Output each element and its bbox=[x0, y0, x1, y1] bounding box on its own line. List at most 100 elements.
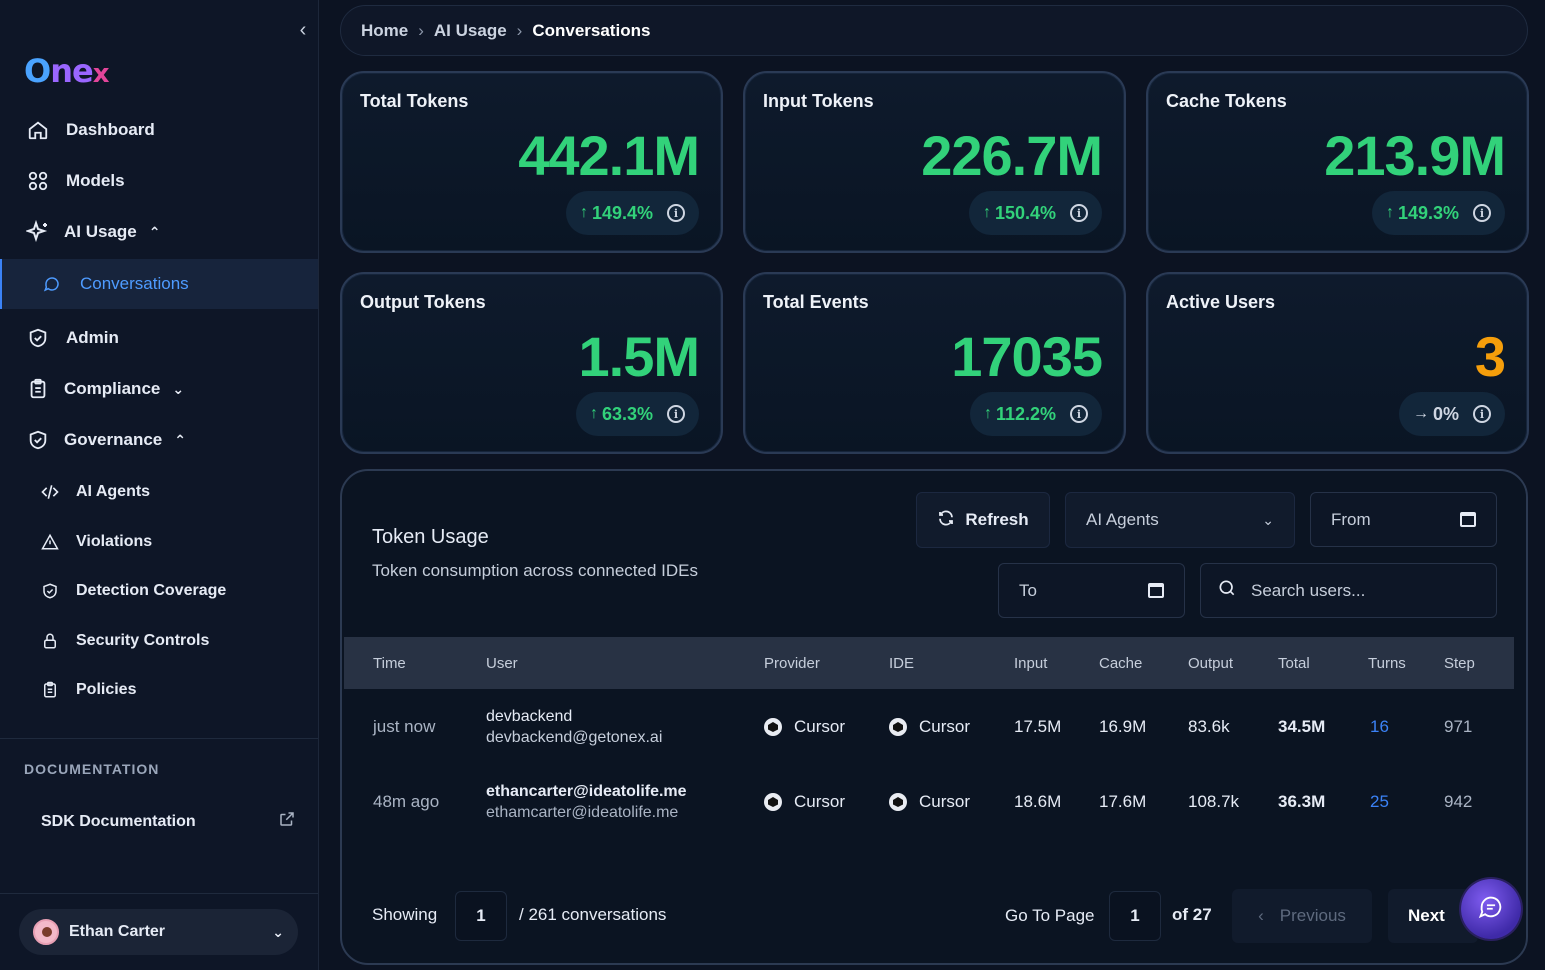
sidebar-item-security-controls[interactable]: Security Controls bbox=[0, 619, 318, 663]
stat-label: Cache Tokens bbox=[1166, 91, 1287, 111]
info-icon[interactable]: i bbox=[1070, 405, 1088, 423]
sidebar-item-compliance[interactable]: Compliance ⌄ bbox=[0, 367, 318, 411]
sidebar-item-label: Violations bbox=[76, 533, 153, 550]
sidebar-item-dashboard[interactable]: Dashboard bbox=[0, 108, 318, 152]
cell-output: 108.7k bbox=[1188, 792, 1240, 811]
cell-cache: 16.9M bbox=[1099, 717, 1147, 736]
cell-turns-link[interactable]: 16 bbox=[1370, 717, 1389, 736]
shield-check-icon bbox=[26, 428, 50, 452]
stat-delta-badge: ↑ 149.3% i bbox=[1371, 191, 1505, 235]
info-icon[interactable]: i bbox=[667, 204, 685, 222]
sidebar-item-admin[interactable]: Admin bbox=[0, 316, 318, 360]
to-date-field[interactable]: To bbox=[998, 563, 1185, 618]
provider-name: Cursor bbox=[794, 792, 846, 811]
cursor-logo-icon bbox=[764, 718, 782, 736]
sidebar-divider bbox=[0, 893, 318, 894]
table-row[interactable]: 48m ago ethancarter@ideatolife.me ethamc… bbox=[344, 765, 1514, 839]
sidebar-item-conversations[interactable]: Conversations bbox=[0, 259, 318, 309]
stat-delta: 150.4% bbox=[994, 202, 1056, 223]
column-header-time[interactable]: Time bbox=[373, 654, 406, 672]
column-header-turns[interactable]: Turns bbox=[1368, 654, 1406, 672]
breadcrumb-home[interactable]: Home bbox=[361, 20, 409, 40]
clipboard-icon bbox=[40, 680, 60, 700]
column-header-ide[interactable]: IDE bbox=[889, 654, 915, 672]
cursor-logo-icon bbox=[764, 793, 782, 811]
search-icon bbox=[1217, 578, 1237, 603]
sidebar-item-label: Detection Coverage bbox=[76, 582, 227, 599]
stat-value: 1.5M bbox=[578, 325, 700, 388]
column-header-step[interactable]: Step bbox=[1444, 654, 1475, 672]
stat-value: 226.7M bbox=[921, 124, 1103, 187]
sidebar-item-policies[interactable]: Policies bbox=[0, 668, 318, 712]
code-icon bbox=[40, 482, 60, 502]
shield-check-icon bbox=[40, 581, 60, 601]
collapse-sidebar-icon[interactable]: ‹ bbox=[299, 18, 307, 41]
shield-check-icon bbox=[26, 326, 50, 350]
chevron-down-icon: ⌄ bbox=[172, 380, 185, 397]
cell-input: 17.5M bbox=[1014, 717, 1062, 736]
from-date-field[interactable]: From bbox=[1310, 492, 1497, 547]
previous-button[interactable]: ‹ Previous bbox=[1232, 889, 1372, 943]
cell-user: devbackend devbackend@getonex.ai bbox=[486, 690, 662, 764]
sidebar: ‹ Onex Dashboard Models AI Usage ⌃ Conve… bbox=[0, 0, 319, 970]
column-header-provider[interactable]: Provider bbox=[764, 654, 820, 672]
sidebar-item-ai-usage[interactable]: AI Usage ⌃ bbox=[0, 210, 318, 254]
cell-turns-link[interactable]: 25 bbox=[1370, 792, 1389, 811]
avatar bbox=[33, 919, 59, 945]
from-date-placeholder: From bbox=[1331, 509, 1371, 529]
column-header-input[interactable]: Input bbox=[1014, 654, 1048, 672]
info-icon[interactable]: i bbox=[1473, 204, 1491, 222]
sdk-documentation-link[interactable]: SDK Documentation bbox=[41, 810, 296, 833]
column-header-output[interactable]: Output bbox=[1188, 654, 1234, 672]
stat-label: Input Tokens bbox=[763, 91, 874, 111]
sdk-documentation-label: SDK Documentation bbox=[41, 812, 196, 830]
stat-delta: 63.3% bbox=[601, 403, 653, 424]
sidebar-divider bbox=[0, 738, 318, 739]
chevron-up-icon: ⌃ bbox=[174, 431, 186, 448]
refresh-label: Refresh bbox=[965, 510, 1029, 529]
goto-page-input[interactable]: 1 bbox=[1109, 891, 1161, 941]
user-name: Ethan Carter bbox=[69, 923, 166, 940]
sidebar-item-detection-coverage[interactable]: Detection Coverage bbox=[0, 569, 318, 613]
column-header-total[interactable]: Total bbox=[1278, 654, 1310, 672]
chevron-down-icon: ⌄ bbox=[272, 923, 284, 940]
stat-label: Active Users bbox=[1166, 292, 1276, 312]
table-row[interactable]: just now devbackend devbackend@getonex.a… bbox=[344, 690, 1514, 764]
sparkles-icon bbox=[26, 220, 50, 244]
stat-delta: 149.4% bbox=[591, 202, 653, 223]
agent-select[interactable]: AI Agents ⌄ bbox=[1065, 492, 1295, 548]
search-placeholder: Search users... bbox=[1251, 580, 1366, 600]
sidebar-item-label: Security Controls bbox=[76, 632, 210, 649]
cell-input: 18.6M bbox=[1014, 792, 1062, 811]
sidebar-item-violations[interactable]: Violations bbox=[0, 520, 318, 564]
chevron-down-icon: ⌄ bbox=[1262, 511, 1274, 528]
stat-card-output-tokens: Output Tokens 1.5M ↑ 63.3% i bbox=[340, 272, 723, 454]
arrow-up-icon: ↑ bbox=[982, 204, 991, 221]
cell-total: 36.3M bbox=[1278, 792, 1326, 811]
sidebar-item-ai-agents[interactable]: AI Agents bbox=[0, 470, 318, 514]
column-header-cache[interactable]: Cache bbox=[1099, 654, 1143, 672]
info-icon[interactable]: i bbox=[1070, 204, 1088, 222]
cell-step: 971 bbox=[1444, 717, 1473, 736]
calendar-icon bbox=[1148, 583, 1164, 598]
sidebar-item-governance[interactable]: Governance ⌃ bbox=[0, 418, 318, 462]
stat-label: Total Events bbox=[763, 292, 869, 312]
search-input[interactable]: Search users... bbox=[1200, 563, 1497, 618]
column-header-user[interactable]: User bbox=[486, 654, 518, 672]
chat-support-button[interactable] bbox=[1461, 879, 1521, 939]
user-menu[interactable]: Ethan Carter ⌄ bbox=[19, 909, 298, 955]
external-link-icon bbox=[278, 810, 296, 833]
info-icon[interactable]: i bbox=[667, 405, 685, 423]
refresh-button[interactable]: Refresh bbox=[916, 492, 1050, 548]
stat-delta-badge: ↑ 150.4% i bbox=[968, 191, 1102, 235]
app-logo[interactable]: Onex bbox=[24, 52, 109, 90]
breadcrumb-ai-usage[interactable]: AI Usage bbox=[433, 20, 507, 40]
stat-card-total-events: Total Events 17035 ↑ 112.2% i bbox=[743, 272, 1126, 454]
cell-provider: Cursor bbox=[764, 690, 845, 764]
page-size-input[interactable]: 1 bbox=[455, 891, 507, 941]
sidebar-item-models[interactable]: Models bbox=[0, 159, 318, 203]
chevron-right-icon: › bbox=[418, 20, 424, 40]
arrow-right-icon: → bbox=[1412, 405, 1429, 422]
stat-card-input-tokens: Input Tokens 226.7M ↑ 150.4% i bbox=[743, 71, 1126, 253]
info-icon[interactable]: i bbox=[1473, 405, 1491, 423]
